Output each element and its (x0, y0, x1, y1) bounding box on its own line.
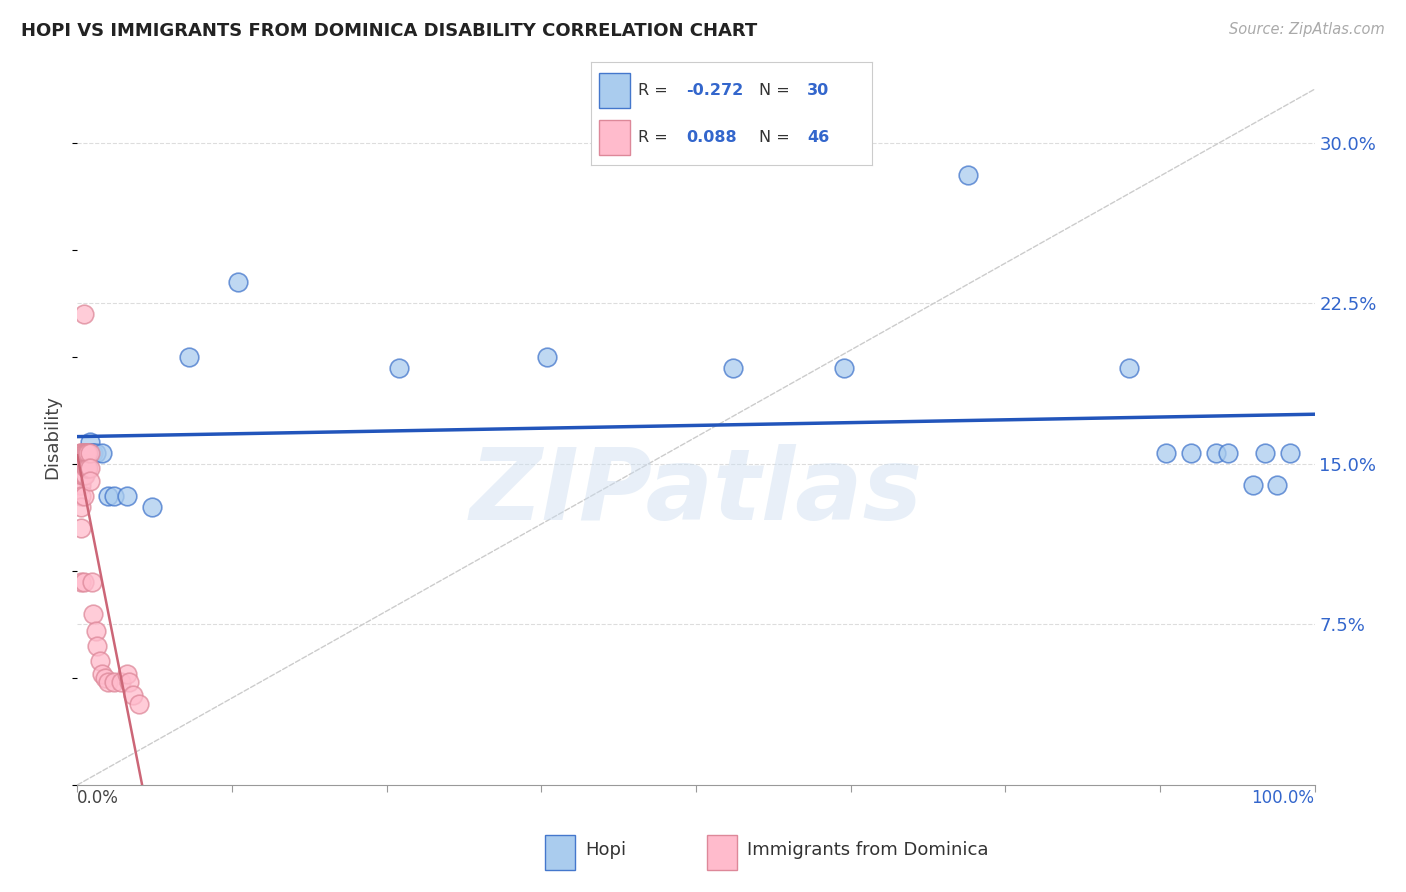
Point (75, 461, 97, 475)
Point (388, 360, 411, 375)
Point (77, 446, 100, 460)
Point (70, 446, 93, 460)
Point (70, 500, 93, 514)
Point (141, 500, 163, 514)
Point (72, 307, 94, 321)
Point (69, 461, 91, 475)
Point (72, 457, 94, 471)
Bar (599, 73, 630, 108)
Point (122, 688, 145, 702)
Text: ZIPatlas: ZIPatlas (470, 444, 922, 541)
Point (84, 446, 107, 460)
Text: 30: 30 (807, 83, 830, 97)
Point (79, 435, 101, 450)
Point (72, 446, 94, 460)
Point (70, 478, 93, 492)
Point (72, 457, 94, 471)
Point (115, 489, 138, 503)
Text: N =: N = (759, 130, 796, 145)
Point (1254, 446, 1277, 460)
Point (82, 446, 104, 460)
Text: R =: R = (638, 83, 673, 97)
Point (70, 489, 93, 503)
Point (84, 624, 107, 638)
Text: -0.272: -0.272 (686, 83, 744, 97)
Point (76, 461, 98, 475)
Point (69, 478, 91, 492)
Point (76, 446, 98, 460)
Point (834, 360, 856, 375)
Point (118, 675, 141, 690)
Text: Source: ZipAtlas.com: Source: ZipAtlas.com (1229, 22, 1385, 37)
Point (82, 574, 104, 589)
Point (72, 467, 94, 482)
Point (1180, 446, 1202, 460)
Point (1154, 446, 1177, 460)
Point (72, 467, 94, 482)
Point (72, 574, 94, 589)
Point (86, 639, 108, 653)
Point (115, 666, 138, 681)
Point (70, 467, 93, 482)
Point (82, 446, 104, 460)
Text: Hopi: Hopi (585, 840, 627, 859)
Point (79, 446, 101, 460)
Point (77, 461, 100, 475)
Point (75, 446, 97, 460)
Point (72, 489, 94, 503)
Text: 0.0%: 0.0% (77, 789, 120, 807)
Text: Immigrants from Dominica: Immigrants from Dominica (748, 840, 988, 859)
Point (70, 574, 93, 589)
Bar (599, 120, 630, 155)
Point (957, 168, 980, 182)
Point (1216, 446, 1239, 460)
Point (69, 446, 91, 460)
Point (1241, 478, 1264, 492)
Point (93, 671, 115, 685)
Y-axis label: Disability: Disability (44, 395, 62, 479)
Point (76, 446, 98, 460)
Text: 100.0%: 100.0% (1251, 789, 1315, 807)
Point (79, 461, 101, 475)
Bar (707, 835, 737, 870)
Point (1267, 478, 1289, 492)
Point (72, 446, 94, 460)
Point (70, 521, 93, 535)
Text: R =: R = (638, 130, 673, 145)
Point (80, 446, 103, 460)
Text: 46: 46 (807, 130, 830, 145)
Point (73, 467, 96, 482)
Point (75, 446, 97, 460)
Point (72, 446, 94, 460)
Point (97, 489, 120, 503)
Point (177, 350, 200, 364)
Point (128, 697, 150, 711)
Point (91, 666, 114, 681)
Point (91, 446, 114, 460)
Point (103, 489, 125, 503)
Point (73, 457, 96, 471)
Point (79, 474, 101, 488)
Point (89, 654, 111, 668)
Point (70, 457, 93, 471)
Text: N =: N = (759, 83, 796, 97)
Point (73, 446, 96, 460)
Bar (546, 835, 575, 870)
Point (721, 360, 744, 375)
Point (77, 446, 100, 460)
Text: 0.088: 0.088 (686, 130, 737, 145)
Point (97, 675, 120, 690)
Point (82, 607, 104, 621)
Point (1205, 446, 1227, 460)
Text: HOPI VS IMMIGRANTS FROM DOMINICA DISABILITY CORRELATION CHART: HOPI VS IMMIGRANTS FROM DOMINICA DISABIL… (21, 22, 758, 40)
Point (1278, 446, 1301, 460)
Point (536, 350, 558, 364)
Point (110, 675, 132, 690)
Point (226, 275, 249, 289)
Point (1118, 360, 1140, 375)
Point (103, 675, 125, 690)
